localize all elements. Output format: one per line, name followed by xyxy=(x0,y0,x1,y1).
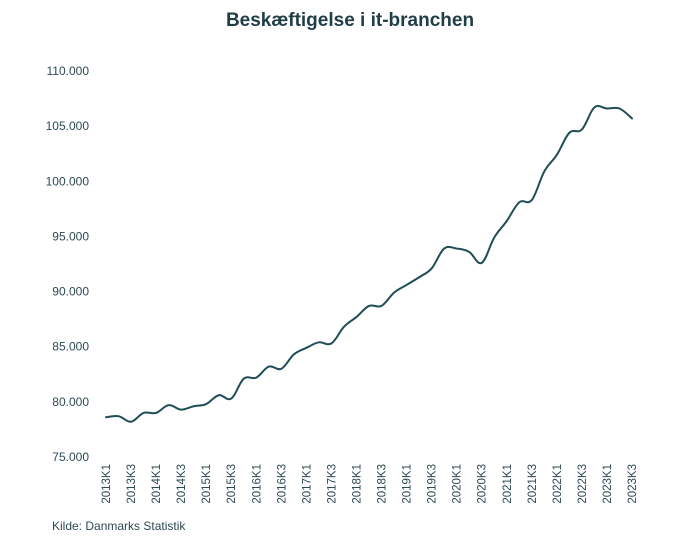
x-tick-label: 2018K3 xyxy=(377,464,389,504)
data-point-2020K3 xyxy=(479,260,485,266)
data-point-2013K3 xyxy=(128,419,134,425)
data-point-2016K3 xyxy=(278,366,284,372)
data-point-2023K1 xyxy=(604,106,610,112)
data-point-2023K2 xyxy=(616,106,622,112)
data-point-2016K1 xyxy=(253,375,259,381)
data-point-2017K3 xyxy=(328,340,334,346)
source-note: Kilde: Danmarks Statistik xyxy=(52,519,186,533)
data-point-2014K2 xyxy=(166,402,172,408)
y-tick-label: 110.000 xyxy=(47,64,90,78)
data-point-2017K2 xyxy=(316,339,322,345)
series-line xyxy=(105,104,633,423)
x-tick-label: 2015K1 xyxy=(201,464,213,504)
data-point-2020K1 xyxy=(454,246,460,252)
data-point-2018K3 xyxy=(379,303,385,309)
x-tick-label: 2017K3 xyxy=(326,464,338,504)
data-point-2013K2 xyxy=(116,413,122,419)
data-point-2023K3 xyxy=(629,115,635,121)
data-point-2020K2 xyxy=(466,249,472,255)
y-tick-label: 85.000 xyxy=(52,340,89,354)
data-point-2017K1 xyxy=(303,345,309,351)
x-tick-label: 2021K3 xyxy=(527,464,539,504)
data-point-2014K3 xyxy=(178,407,184,413)
data-point-2016K4 xyxy=(291,351,297,357)
data-point-2018K2 xyxy=(366,303,372,309)
x-tick-label: 2014K3 xyxy=(176,464,188,504)
data-point-2015K2 xyxy=(216,392,222,398)
y-axis: 75.000 80.000 85.000 90.000 95.000 100.000 105… xyxy=(46,64,90,464)
data-point-2015K4 xyxy=(241,376,247,382)
y-tick-label: 100.000 xyxy=(46,174,90,188)
x-tick-label: 2023K1 xyxy=(602,464,614,504)
x-tick-label: 2014K1 xyxy=(151,464,163,504)
data-point-2022K3 xyxy=(579,126,585,132)
x-tick-label: 2016K1 xyxy=(251,464,263,504)
y-tick-label: 90.000 xyxy=(52,285,89,299)
data-point-2014K4 xyxy=(191,403,197,409)
data-point-2019K2 xyxy=(416,274,422,280)
x-tick-label: 2015K3 xyxy=(226,464,238,504)
data-point-2021K3 xyxy=(529,197,535,203)
series-layer xyxy=(103,104,635,425)
data-point-2021K2 xyxy=(516,199,522,205)
x-tick-label: 2023K3 xyxy=(627,464,639,504)
x-tick-label: 2018K1 xyxy=(351,464,363,504)
data-point-2022K4 xyxy=(591,104,597,110)
x-tick-label: 2020K3 xyxy=(477,464,489,504)
data-point-2016K2 xyxy=(266,364,272,370)
data-point-2019K1 xyxy=(404,282,410,288)
y-tick-label: 80.000 xyxy=(52,395,89,409)
x-tick-label: 2019K3 xyxy=(427,464,439,504)
x-tick-label: 2022K1 xyxy=(552,464,564,504)
data-point-2013K1 xyxy=(103,414,109,420)
x-tick-label: 2016K3 xyxy=(276,464,288,504)
x-tick-label: 2013K3 xyxy=(126,464,138,504)
x-tick-label: 2017K1 xyxy=(301,464,313,504)
x-tick-label: 2020K1 xyxy=(452,464,464,504)
x-tick-label: 2021K1 xyxy=(502,464,514,504)
data-point-2014K1 xyxy=(153,410,159,416)
y-tick-label: 105.000 xyxy=(46,119,90,133)
x-tick-label: 2019K1 xyxy=(402,464,414,504)
data-point-2020K4 xyxy=(491,235,497,241)
data-point-2013K4 xyxy=(141,410,147,416)
x-tick-label: 2022K3 xyxy=(577,464,589,504)
data-point-2021K1 xyxy=(504,218,510,224)
data-point-2018K1 xyxy=(353,314,359,320)
x-axis: 2013K1 2013K3 2014K1 2014K3 2015K1 2015K3 2016… xyxy=(101,464,639,504)
y-tick-label: 95.000 xyxy=(52,229,89,243)
x-tick-label: 2013K1 xyxy=(101,464,113,504)
chart-title: Beskæftigelse i it-branchen xyxy=(225,10,475,31)
data-point-2021K4 xyxy=(541,168,547,174)
data-point-2022K2 xyxy=(566,130,572,136)
y-tick-label: 75.000 xyxy=(52,450,89,464)
data-point-2022K1 xyxy=(554,152,560,158)
data-point-2018K4 xyxy=(391,290,397,296)
data-point-2017K4 xyxy=(341,324,347,330)
data-point-2019K3 xyxy=(429,265,435,271)
data-point-2019K4 xyxy=(441,246,447,252)
data-point-2015K1 xyxy=(203,401,209,407)
data-point-2015K3 xyxy=(228,396,234,402)
